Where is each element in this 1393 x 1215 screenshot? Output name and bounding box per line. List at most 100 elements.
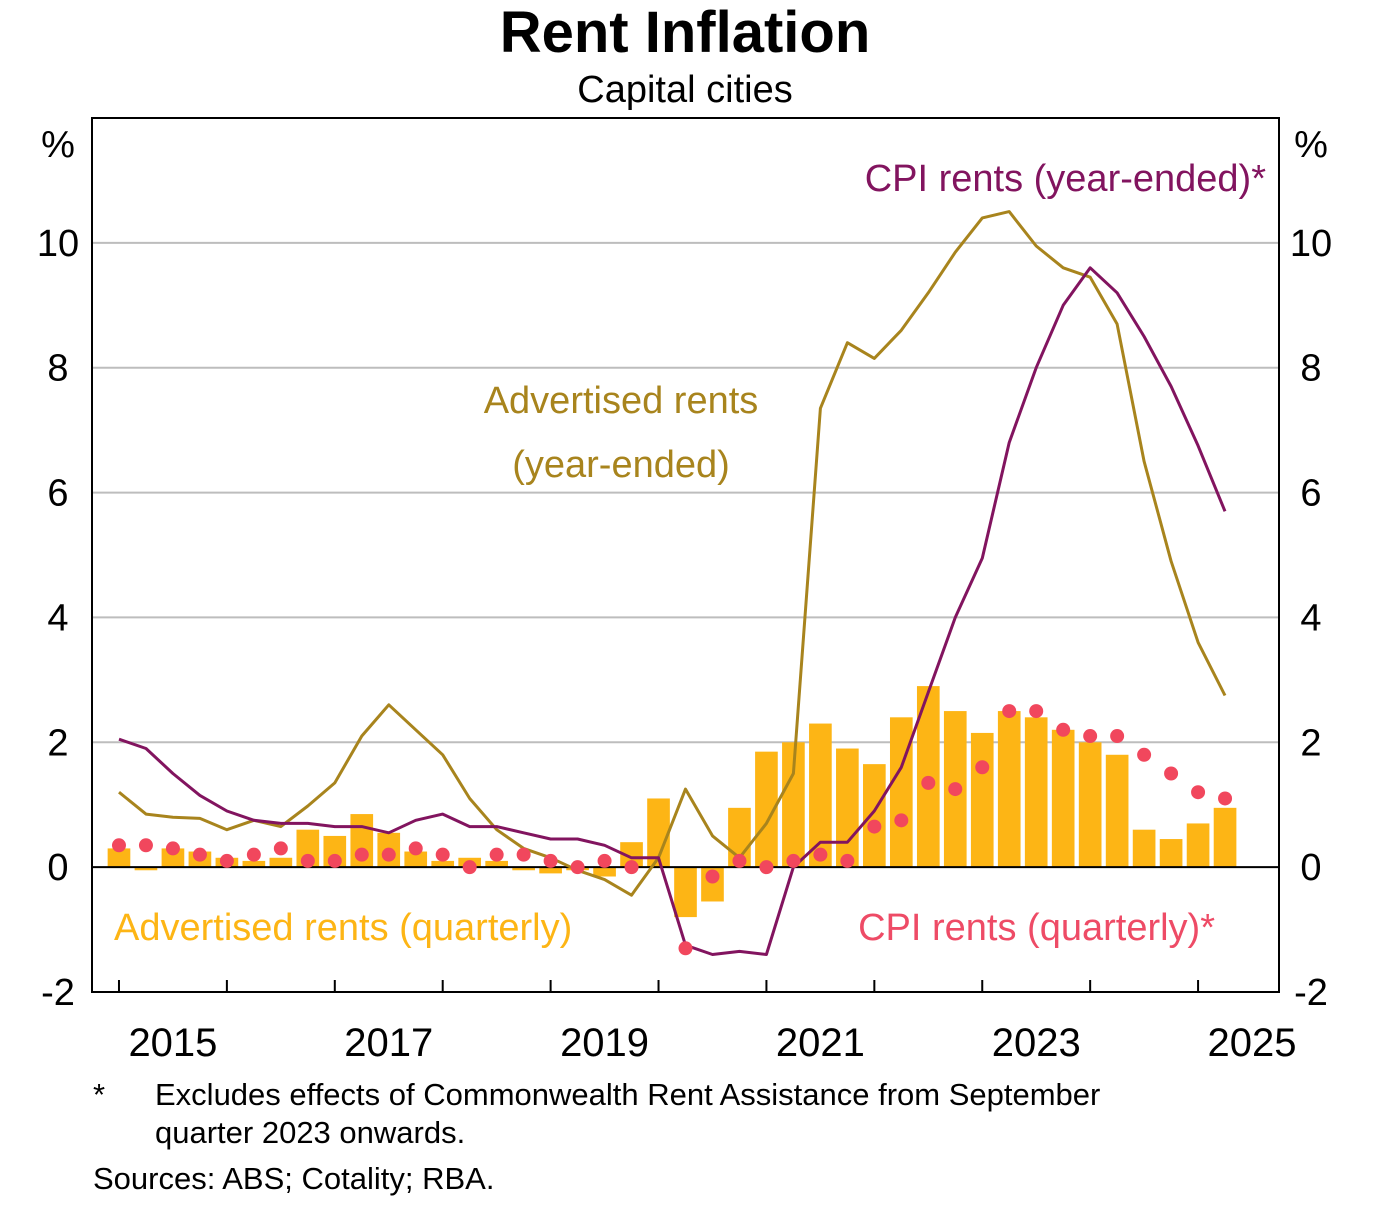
label-advertised-quarterly: Advertised rents (quarterly) [114, 907, 572, 949]
dot-cpi-quarterly [813, 847, 828, 862]
dot-cpi-quarterly [1002, 704, 1017, 719]
dot-cpi-quarterly [1083, 729, 1098, 744]
dot-cpi-quarterly [354, 847, 369, 862]
dot-cpi-quarterly [327, 853, 342, 868]
y-tick-label-right: -2 [1294, 972, 1328, 1014]
dot-cpi-quarterly [1110, 729, 1125, 744]
y-tick-labels: -2 -2 0 0 2 2 4 4 6 6 8 8 10 10 [37, 223, 1332, 1014]
x-tick-label: 2021 [776, 1021, 865, 1065]
dot-cpi-quarterly [705, 869, 720, 884]
label-advertised-year-ended-line2: (year-ended) [512, 444, 730, 486]
dot-cpi-quarterly [435, 847, 450, 862]
gridlines [92, 241, 1279, 744]
dot-cpi-quarterly [273, 841, 288, 856]
dot-cpi-quarterly [570, 860, 585, 875]
dot-cpi-quarterly [678, 941, 693, 956]
dot-cpi-quarterly [462, 860, 477, 875]
dot-cpi-quarterly [894, 813, 909, 828]
bar-advertised-quarterly [674, 867, 697, 918]
bar-advertised-quarterly [782, 742, 805, 868]
bar-advertised-quarterly [889, 717, 913, 868]
bar-advertised-quarterly [404, 851, 428, 868]
dot-cpi-quarterly [111, 838, 126, 853]
dot-cpi-quarterly [543, 853, 558, 868]
dot-cpi-quarterly [840, 853, 855, 868]
bar-advertised-quarterly [970, 732, 994, 868]
y-tick-label-left: 4 [47, 597, 68, 639]
dot-cpi-quarterly [597, 853, 612, 868]
bars-advertised-quarterly [107, 686, 1237, 918]
axis-ticks [117, 980, 1200, 992]
bar-advertised-quarterly [161, 848, 185, 868]
bar-advertised-quarterly [836, 748, 859, 868]
footnote-marker: * [93, 1077, 106, 1112]
dot-cpi-quarterly [165, 841, 180, 856]
footnote-text-line1: Excludes effects of Commonwealth Rent As… [155, 1077, 1101, 1112]
label-advertised-year-ended-line1: Advertised rents [484, 380, 759, 422]
x-tick-label: 2015 [128, 1021, 217, 1065]
dot-cpi-quarterly [975, 760, 990, 775]
bar-advertised-quarterly [1105, 754, 1129, 868]
bar-advertised-quarterly [107, 848, 131, 868]
y-unit-left: % [41, 124, 75, 166]
y-tick-label-left: -2 [41, 972, 75, 1014]
x-tick-label: 2023 [992, 1021, 1081, 1065]
y-tick-label-left: 0 [47, 847, 68, 889]
dot-cpi-quarterly [246, 847, 261, 862]
dot-cpi-quarterly [732, 853, 747, 868]
dot-cpi-quarterly [1056, 722, 1071, 737]
y-tick-label-right: 6 [1300, 473, 1321, 515]
dot-cpi-quarterly [138, 838, 153, 853]
bar-advertised-quarterly [1186, 823, 1210, 868]
dot-cpi-quarterly [867, 819, 882, 834]
dot-cpi-quarterly [1029, 704, 1044, 719]
bar-advertised-quarterly [593, 867, 616, 877]
bar-advertised-quarterly [755, 751, 778, 868]
y-tick-label-right: 2 [1300, 722, 1321, 764]
bar-advertised-quarterly [809, 723, 832, 868]
bar-advertised-quarterly [997, 711, 1021, 868]
dot-cpi-quarterly [489, 847, 504, 862]
dot-cpi-quarterly [516, 847, 531, 862]
bar-advertised-quarterly [242, 860, 266, 868]
bar-advertised-quarterly [1213, 807, 1237, 868]
y-tick-label-right: 4 [1300, 597, 1321, 639]
series-lines [118, 210, 1227, 956]
bar-advertised-quarterly [539, 867, 562, 874]
y-tick-label-left: 6 [47, 473, 68, 515]
dot-cpi-quarterly [1137, 747, 1152, 762]
bar-advertised-quarterly [134, 867, 158, 871]
y-tick-label-left: 8 [47, 348, 68, 390]
x-tick-label: 2019 [560, 1021, 649, 1065]
bar-advertised-quarterly [1132, 829, 1156, 868]
bar-advertised-quarterly [1024, 717, 1048, 868]
chart-title: Rent Inflation [500, 0, 871, 65]
bar-advertised-quarterly [1078, 742, 1102, 868]
label-cpi-quarterly: CPI rents (quarterly)* [858, 907, 1215, 949]
dot-cpi-quarterly [192, 847, 207, 862]
y-tick-label-right: 10 [1290, 223, 1332, 265]
y-unit-right: % [1294, 124, 1328, 166]
x-tick-label: 2025 [1208, 1021, 1297, 1065]
plot-frame [91, 117, 1280, 993]
dot-cpi-quarterly [1191, 785, 1206, 800]
y-tick-label-right: 0 [1300, 847, 1321, 889]
sources-note: Sources: ABS; Cotality; RBA. [93, 1161, 495, 1196]
label-cpi-year-ended: CPI rents (year-ended)* [865, 158, 1266, 200]
bar-advertised-quarterly [1159, 839, 1183, 868]
bar-advertised-quarterly [863, 764, 886, 868]
dot-cpi-quarterly [1164, 766, 1179, 781]
dot-cpi-quarterly [381, 847, 396, 862]
y-tick-label-right: 8 [1300, 348, 1321, 390]
bar-advertised-quarterly [512, 867, 535, 871]
dot-cpi-quarterly [624, 860, 639, 875]
dot-cpi-quarterly [786, 853, 801, 868]
y-tick-label-left: 2 [47, 722, 68, 764]
bar-advertised-quarterly [620, 842, 643, 868]
x-tick-label: 2017 [344, 1021, 433, 1065]
line-advertised-year-ended [118, 210, 1227, 897]
y-tick-label-left: 10 [37, 223, 79, 265]
bar-advertised-quarterly [485, 860, 508, 868]
bar-advertised-quarterly [431, 860, 455, 868]
